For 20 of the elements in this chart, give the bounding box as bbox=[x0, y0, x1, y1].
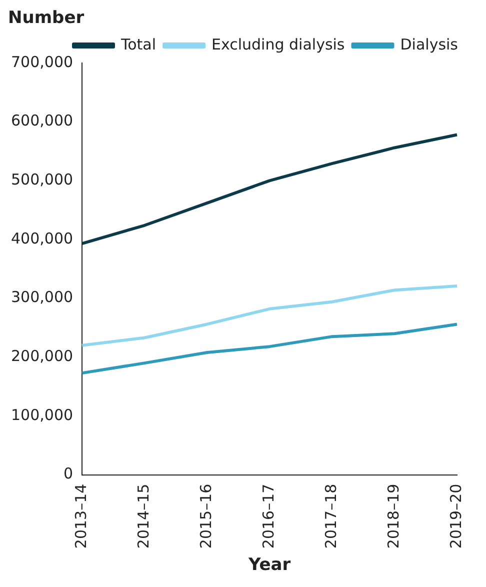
x-tick-label: 2018–19 bbox=[384, 484, 402, 549]
y-tick-label: 100,000 bbox=[11, 406, 74, 424]
x-tick-label: 2017–18 bbox=[322, 484, 340, 549]
y-axis-title: Number bbox=[8, 8, 86, 30]
y-tick-label: 200,000 bbox=[11, 347, 74, 366]
y-tick-label: 0 bbox=[63, 464, 74, 483]
x-tick-label: 2014–15 bbox=[134, 484, 152, 549]
x-axis-title: Year bbox=[247, 555, 292, 576]
x-tick-label: 2019–20 bbox=[446, 484, 465, 549]
y-tick-label: 400,000 bbox=[11, 229, 74, 248]
x-tick-label: 2013–14 bbox=[72, 484, 90, 549]
y-tick-label: 600,000 bbox=[11, 112, 74, 130]
y-tick-label: 300,000 bbox=[11, 288, 74, 306]
legend-label: Dialysis bbox=[400, 35, 458, 54]
legend-label: Total bbox=[120, 35, 156, 54]
y-tick-label: 700,000 bbox=[11, 52, 74, 71]
legend-label: Excluding dialysis bbox=[212, 35, 345, 54]
x-tick-label: 2016–17 bbox=[259, 484, 278, 549]
y-tick-label: 500,000 bbox=[11, 170, 74, 189]
x-tick-label: 2015–16 bbox=[196, 484, 215, 549]
